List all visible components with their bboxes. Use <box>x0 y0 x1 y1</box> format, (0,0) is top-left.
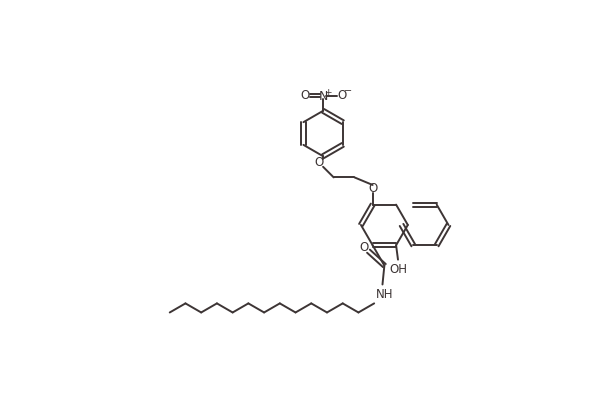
Text: N: N <box>318 90 328 103</box>
Text: NH: NH <box>375 288 393 301</box>
Text: O: O <box>338 89 347 102</box>
Text: O: O <box>315 156 324 169</box>
Text: −: − <box>344 86 352 96</box>
Text: O: O <box>359 241 368 254</box>
Text: OH: OH <box>389 263 407 275</box>
Text: O: O <box>369 182 378 195</box>
Text: O: O <box>300 89 309 102</box>
Text: +: + <box>324 88 332 97</box>
